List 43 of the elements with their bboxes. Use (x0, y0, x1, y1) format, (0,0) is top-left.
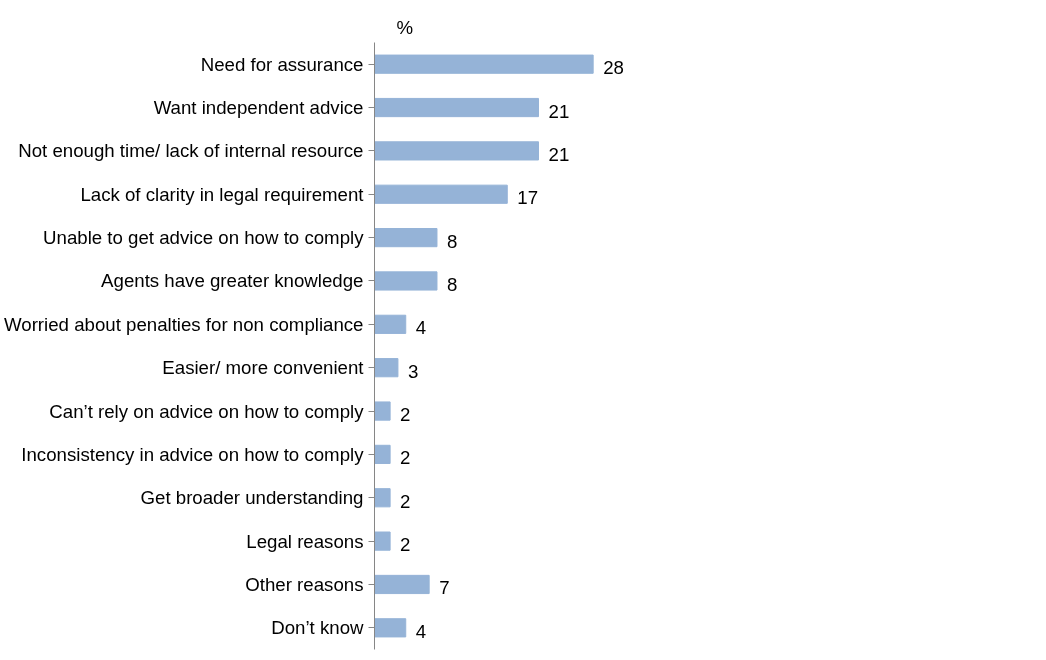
bar (374, 54, 594, 74)
bar (374, 97, 539, 118)
y-tick-label: Easier/ more convenient (162, 357, 365, 379)
bar (374, 444, 391, 464)
y-tick-label: Other reasons (245, 573, 364, 595)
bar (374, 228, 438, 248)
data-label: 4 (415, 620, 427, 642)
x-axis-title: % (396, 16, 414, 38)
y-tick-label: Want independent advice (153, 97, 364, 119)
bar (374, 618, 407, 638)
bar (374, 488, 391, 508)
y-tick-label: Not enough time/ lack of internal resource (18, 140, 364, 162)
bar (374, 401, 391, 421)
data-label: 2 (400, 447, 411, 469)
y-tick-label: Can’t rely on advice on how to comply (49, 400, 365, 422)
data-label: 21 (548, 143, 570, 165)
bar (374, 358, 399, 378)
y-tick-label: Lack of clarity in legal requirement (80, 183, 365, 205)
y-tick-label: Don’t know (271, 617, 365, 639)
data-label: 7 (439, 577, 450, 599)
y-tick-label: Worried about penalties for non compliance (3, 313, 364, 335)
data-label: 2 (400, 404, 411, 426)
y-tick-label: Unable to get advice on how to comply (43, 227, 365, 249)
data-label: 3 (407, 360, 419, 382)
data-label: 8 (446, 273, 458, 295)
data-label: 28 (603, 57, 624, 79)
bar (374, 531, 391, 551)
y-tick-label: Agents have greater knowledge (101, 270, 364, 292)
y-tick-label: Need for assurance (200, 53, 364, 75)
y-tick-label: Inconsistency in advice on how to comply (21, 443, 365, 465)
bar (374, 574, 430, 595)
data-label: 21 (548, 100, 570, 122)
y-tick-label: Legal reasons (246, 530, 364, 552)
y-tick-label: Get broader understanding (140, 487, 364, 509)
data-label: 8 (446, 230, 458, 252)
bar (374, 184, 508, 204)
data-label: 4 (415, 317, 427, 339)
bar (374, 314, 407, 334)
bar (374, 141, 539, 161)
data-label: 2 (400, 490, 411, 512)
bar (374, 271, 438, 291)
data-label: 2 (400, 534, 411, 556)
data-label: 17 (517, 187, 539, 209)
